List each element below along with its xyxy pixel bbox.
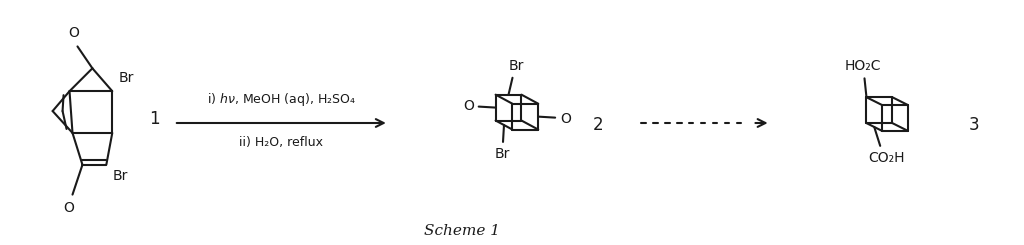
Text: 1: 1: [150, 110, 160, 128]
Text: ii) H₂O, reflux: ii) H₂O, reflux: [240, 136, 324, 149]
Text: HO₂C: HO₂C: [844, 59, 881, 74]
Text: Scheme 1: Scheme 1: [424, 224, 501, 238]
Text: i) $h\nu$, MeOH (aq), H₂SO₄: i) $h\nu$, MeOH (aq), H₂SO₄: [207, 91, 355, 108]
Text: CO₂H: CO₂H: [868, 151, 904, 165]
Text: Br: Br: [118, 71, 133, 85]
Text: O: O: [560, 112, 571, 126]
Text: Br: Br: [113, 169, 128, 183]
Text: Br: Br: [509, 59, 524, 73]
Text: Br: Br: [495, 147, 510, 161]
Text: 3: 3: [969, 116, 979, 134]
Text: 2: 2: [593, 116, 603, 134]
Text: O: O: [463, 98, 474, 113]
Text: O: O: [63, 201, 74, 215]
Text: O: O: [68, 26, 79, 40]
